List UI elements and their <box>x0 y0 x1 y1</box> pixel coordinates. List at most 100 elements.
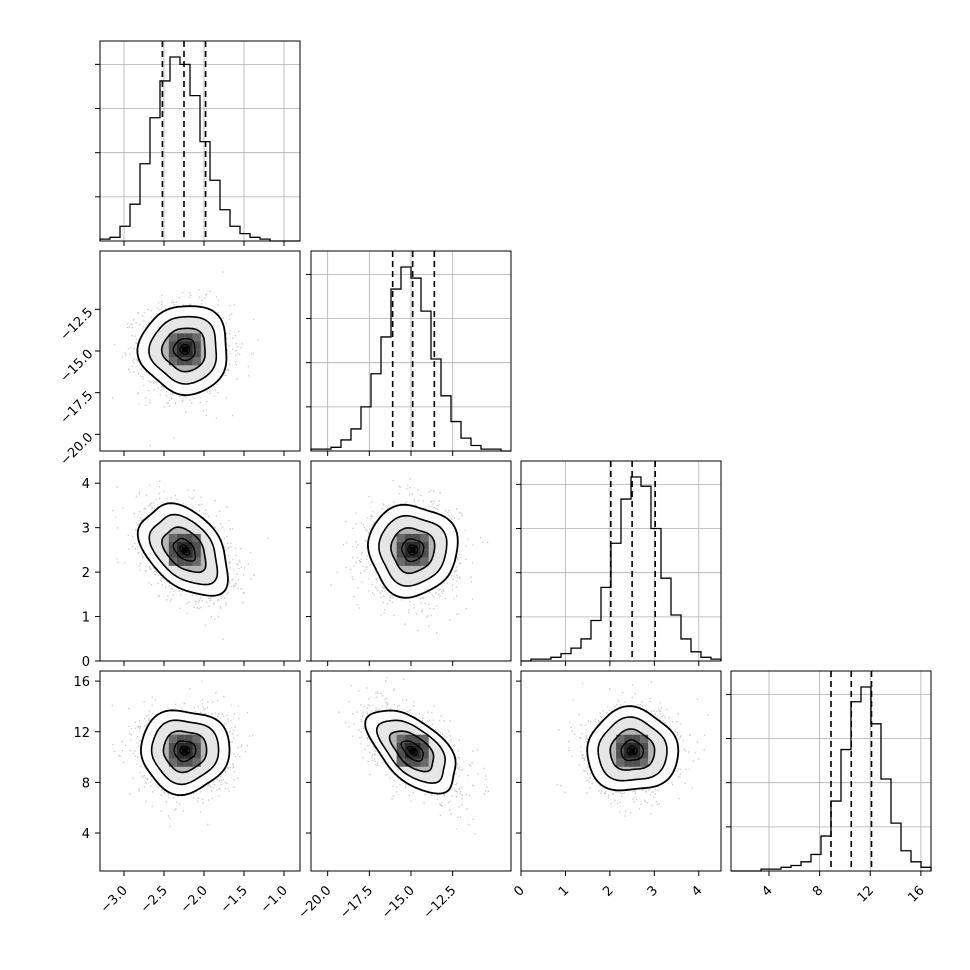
density-cell <box>168 750 177 759</box>
density-cell <box>192 549 201 558</box>
x-tick-label: 4 <box>759 883 775 899</box>
density-cell <box>624 734 633 743</box>
density-cell <box>396 533 405 542</box>
axes-frame <box>520 670 722 872</box>
contour-line-3 <box>400 740 424 762</box>
density-cell <box>632 758 641 767</box>
contour-line-0 <box>366 503 459 599</box>
density-cell <box>396 742 405 751</box>
y-tick-label: 4 <box>82 477 90 492</box>
density-cell <box>192 734 201 743</box>
density-cell <box>640 742 649 751</box>
contour-line-3 <box>620 739 645 762</box>
density-cell <box>412 734 421 743</box>
axes-frame <box>99 460 301 662</box>
y-tick-label: 16 <box>73 675 90 690</box>
density-cell <box>412 557 421 566</box>
density-cell <box>184 333 193 342</box>
density-cell <box>420 758 429 767</box>
y-tick-label: −20.0 <box>58 430 97 469</box>
density-cell <box>168 341 177 350</box>
density-cell <box>420 533 429 542</box>
contour-line-1 <box>148 513 219 586</box>
contour-line-2 <box>162 730 208 774</box>
y-tick-label: 1 <box>82 611 90 626</box>
density-2-0 <box>112 480 269 640</box>
density-cell <box>184 533 193 542</box>
contour-line-2 <box>390 527 436 575</box>
density-cell <box>184 349 193 358</box>
density-cell <box>404 541 413 550</box>
density-cell <box>168 333 177 342</box>
x-tick-label: −3.0 <box>98 883 131 916</box>
density-cell <box>404 557 413 566</box>
contour-line-1 <box>375 719 447 784</box>
density-cell <box>632 750 641 759</box>
x-tick-label: 16 <box>905 883 927 905</box>
y-tick-label: 12 <box>73 726 90 741</box>
panel-2-0: 0 1 2 3 4 <box>82 460 301 670</box>
histogram-2 <box>521 476 722 662</box>
x-tick-label: −1.5 <box>218 883 251 916</box>
x-tick-label: −15.0 <box>379 883 418 922</box>
density-cell <box>192 557 201 566</box>
density-cell <box>624 758 633 767</box>
density-cell <box>176 549 185 558</box>
histogram-0 <box>99 56 300 242</box>
density-cell <box>640 758 649 767</box>
panel-3-2: 0 1 2 3 4 <box>511 670 722 900</box>
contour-line-1 <box>597 716 668 782</box>
density-1-0 <box>111 271 259 446</box>
density-3-2 <box>556 681 709 817</box>
density-cell <box>176 357 185 366</box>
contour-line-0 <box>136 502 229 597</box>
density-cell <box>168 549 177 558</box>
contour-line-core <box>626 745 638 756</box>
histogram-3 <box>731 686 932 872</box>
y-tick-label: −12.5 <box>58 305 97 344</box>
contour-line-0 <box>139 709 231 797</box>
x-tick-label: −17.5 <box>337 883 376 922</box>
x-tick-label: −1.0 <box>258 883 291 916</box>
contour-line-2 <box>160 327 206 373</box>
density-cell <box>396 734 405 743</box>
density-cell <box>640 734 649 743</box>
density-cell <box>168 734 177 743</box>
density-cell <box>624 750 633 759</box>
density-cell <box>168 742 177 751</box>
contour-line-0 <box>586 705 680 792</box>
density-cell <box>412 742 421 751</box>
density-cell <box>176 349 185 358</box>
density-cell <box>404 734 413 743</box>
density-cell <box>420 541 429 550</box>
density-cell <box>176 341 185 350</box>
density-cell <box>168 533 177 542</box>
density-cell <box>192 349 201 358</box>
contour-line-1 <box>148 315 218 385</box>
x-tick-label: 2 <box>600 883 616 899</box>
panel-3-0: −3.0 −2.5 −2.0 −1.5 −1.0 4 8 12 16 <box>73 670 301 916</box>
density-2-1 <box>330 478 489 634</box>
contour-line-core <box>407 544 419 556</box>
density-cell <box>192 742 201 751</box>
contour-line-3 <box>173 740 197 763</box>
density-cell <box>412 758 421 767</box>
x-tick-label: −20.0 <box>296 883 335 922</box>
x-tick-label: 8 <box>810 883 826 899</box>
density-cell <box>420 750 429 759</box>
panel-1-1 <box>306 250 512 456</box>
y-tick-label: −17.5 <box>58 388 97 427</box>
contour-line-2 <box>388 730 435 773</box>
density-cell <box>396 541 405 550</box>
density-cell <box>192 341 201 350</box>
density-cell <box>184 758 193 767</box>
density-cell <box>184 541 193 550</box>
y-tick-label: 2 <box>82 566 90 581</box>
density-cell <box>632 734 641 743</box>
density-cell <box>184 734 193 743</box>
density-cell <box>176 734 185 743</box>
density-cell <box>616 750 625 759</box>
density-cell <box>176 557 185 566</box>
density-3-0 <box>111 680 254 828</box>
density-cell <box>184 557 193 566</box>
